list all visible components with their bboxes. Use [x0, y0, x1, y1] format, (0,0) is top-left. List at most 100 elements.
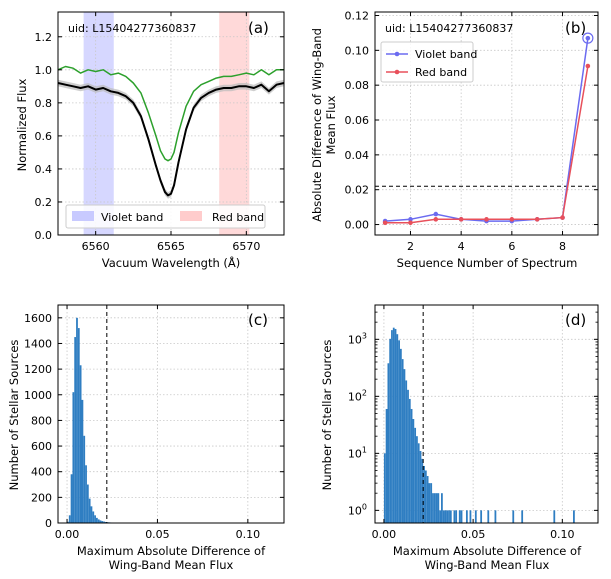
histogram-bar	[72, 392, 75, 523]
panel-c-ytick-label: 600	[31, 440, 52, 453]
panel-c-ytick-label: 200	[31, 491, 52, 504]
data-point-red-band	[585, 63, 591, 69]
histogram-bar-log	[405, 380, 408, 523]
histogram-bar-log	[389, 338, 392, 523]
panel-c-ytick-label: 1600	[24, 312, 52, 325]
histogram-bar	[85, 465, 87, 523]
legend-swatch-violet-band	[72, 211, 94, 221]
panel-c-xtick-label: 0.05	[145, 528, 170, 541]
panel-a-xlabel: Vacuum Wavelength (Å)	[102, 255, 241, 270]
panel-b-ylabel-line1: Absolute Difference of Wing-Band	[310, 28, 324, 222]
panel-b-ytick-label: 0.02	[345, 184, 370, 197]
legend-label-violet-band: Violet band	[101, 211, 163, 224]
panel-d-frame	[374, 304, 599, 524]
panel-d-xtick-label: 0.05	[461, 528, 486, 541]
panel-c-xlabel-line1: Maximum Absolute Difference of	[77, 544, 266, 558]
panel-d-ylabel: Number of Stellar Sources	[320, 340, 334, 491]
histogram-bar-log	[412, 419, 415, 523]
panel-c-label: (c)	[248, 311, 268, 329]
histogram-bar	[97, 519, 100, 523]
panel-d-ytick-label: 101	[348, 445, 367, 460]
histogram-bar-log	[407, 389, 409, 523]
panel-b-ylabel-line2: Mean Flux	[324, 95, 338, 154]
band-violet	[83, 12, 114, 235]
panel-b-xtick-label: 8	[559, 240, 566, 253]
legend-swatch-red-band	[180, 211, 202, 221]
panel-d-ytick-exponent: 3	[362, 331, 367, 340]
histogram-bar-log	[449, 510, 452, 523]
histogram-bar	[101, 521, 104, 523]
histogram-bar	[88, 498, 91, 523]
panel-d-ytick-base: 10	[348, 447, 362, 460]
legend-label-b-red-band: Red band	[415, 66, 467, 79]
histogram-bar	[99, 520, 102, 523]
histogram-bar-log	[441, 493, 443, 523]
histogram-bar-log	[521, 510, 524, 523]
histogram-bar	[74, 337, 77, 523]
panel-a-spectrum: 6560 6565 6570 0.0 0.2 0.4 0.6 0.8 1.0 1.2 uid: L…	[15, 11, 285, 270]
panel-b-ytick-label: 0.04	[345, 149, 370, 162]
highlight-point-marker	[582, 32, 594, 44]
histogram-bar-log	[487, 510, 490, 523]
histogram-bar-log	[474, 510, 477, 523]
histogram-bar-log	[423, 465, 425, 523]
histogram-bar-log	[494, 510, 497, 523]
panel-a-ylabel: Normalized Flux	[15, 78, 29, 171]
histogram-bar	[95, 517, 98, 523]
panel-c-plot-area: 0.00 0.05 0.10 0 200 400 600 800 1000 1200 1400 160…	[24, 304, 285, 541]
panel-d-ytick-exponent: 1	[362, 445, 367, 454]
histogram-bar	[81, 399, 84, 523]
histogram-bar-log	[458, 510, 461, 523]
panel-d-xlabel-line1: Maximum Absolute Difference of	[393, 544, 582, 558]
panel-c-ytick-label: 1200	[24, 363, 52, 376]
histogram-bar	[92, 511, 95, 523]
panel-d-ytick-base: 10	[348, 390, 362, 403]
panel-b-xtick-label: 4	[458, 240, 465, 253]
panel-a-label: (a)	[248, 19, 269, 37]
panel-b-uid: uid: L15404277360837	[385, 22, 513, 35]
histogram-bar	[86, 484, 89, 523]
histogram-bar-log	[512, 510, 515, 523]
histogram-bar-log	[433, 493, 436, 523]
panel-b-legend: Violet band Red band	[380, 41, 477, 83]
panel-d-xtick-label: 0.10	[550, 528, 575, 541]
data-point-red-band	[534, 217, 540, 222]
histogram-bar-log	[401, 359, 404, 523]
histogram-bar-log	[392, 327, 395, 523]
panel-b-ytick-label: 0.00	[345, 219, 370, 232]
histogram-bar	[103, 521, 106, 523]
panel-d-label: (d)	[565, 311, 586, 329]
histogram-bar-log	[416, 436, 418, 523]
panel-d-ytick-label: 100	[348, 502, 367, 517]
panel-a-ytick-label: 0.2	[35, 196, 53, 209]
histogram-bar-log	[460, 510, 463, 523]
histogram-bar	[67, 521, 69, 523]
panel-c-xtick-label: 0.00	[55, 528, 80, 541]
panel-c-ylabel: Number of Stellar Sources	[7, 340, 21, 491]
histogram-bar	[76, 317, 78, 523]
panel-d-ytick-label: 103	[348, 331, 367, 346]
histogram-bar-log	[398, 340, 400, 523]
histogram-bar-log	[435, 493, 438, 523]
panel-d-xlabel-line2: Wing-Band Mean Flux	[425, 558, 550, 572]
black-spectrum-line	[57, 82, 285, 197]
panel-c-ytick-label: 800	[31, 414, 52, 427]
panel-a-xtick-label: 6560	[82, 240, 110, 253]
legend-marker-violet-band	[394, 51, 400, 57]
panel-c-ytick-label: 1400	[24, 337, 52, 350]
histogram-bar-log	[453, 510, 456, 523]
panel-a-xtick-label: 6565	[157, 240, 185, 253]
panel-c-histogram-linear: 0.00 0.05 0.10 0 200 400 600 800 1000 1200 1400 160…	[7, 304, 285, 572]
histogram-bar	[90, 506, 93, 523]
histogram-bar	[105, 521, 107, 523]
histogram-bar-log	[432, 493, 434, 523]
panel-c-ytick-label: 1000	[24, 389, 52, 402]
histogram-bar-log	[414, 427, 417, 523]
histogram-bar-log	[455, 510, 458, 523]
panel-a-ytick-label: 0.4	[35, 163, 53, 176]
histogram-bar-log	[421, 458, 424, 523]
panel-c-frame	[57, 304, 285, 524]
